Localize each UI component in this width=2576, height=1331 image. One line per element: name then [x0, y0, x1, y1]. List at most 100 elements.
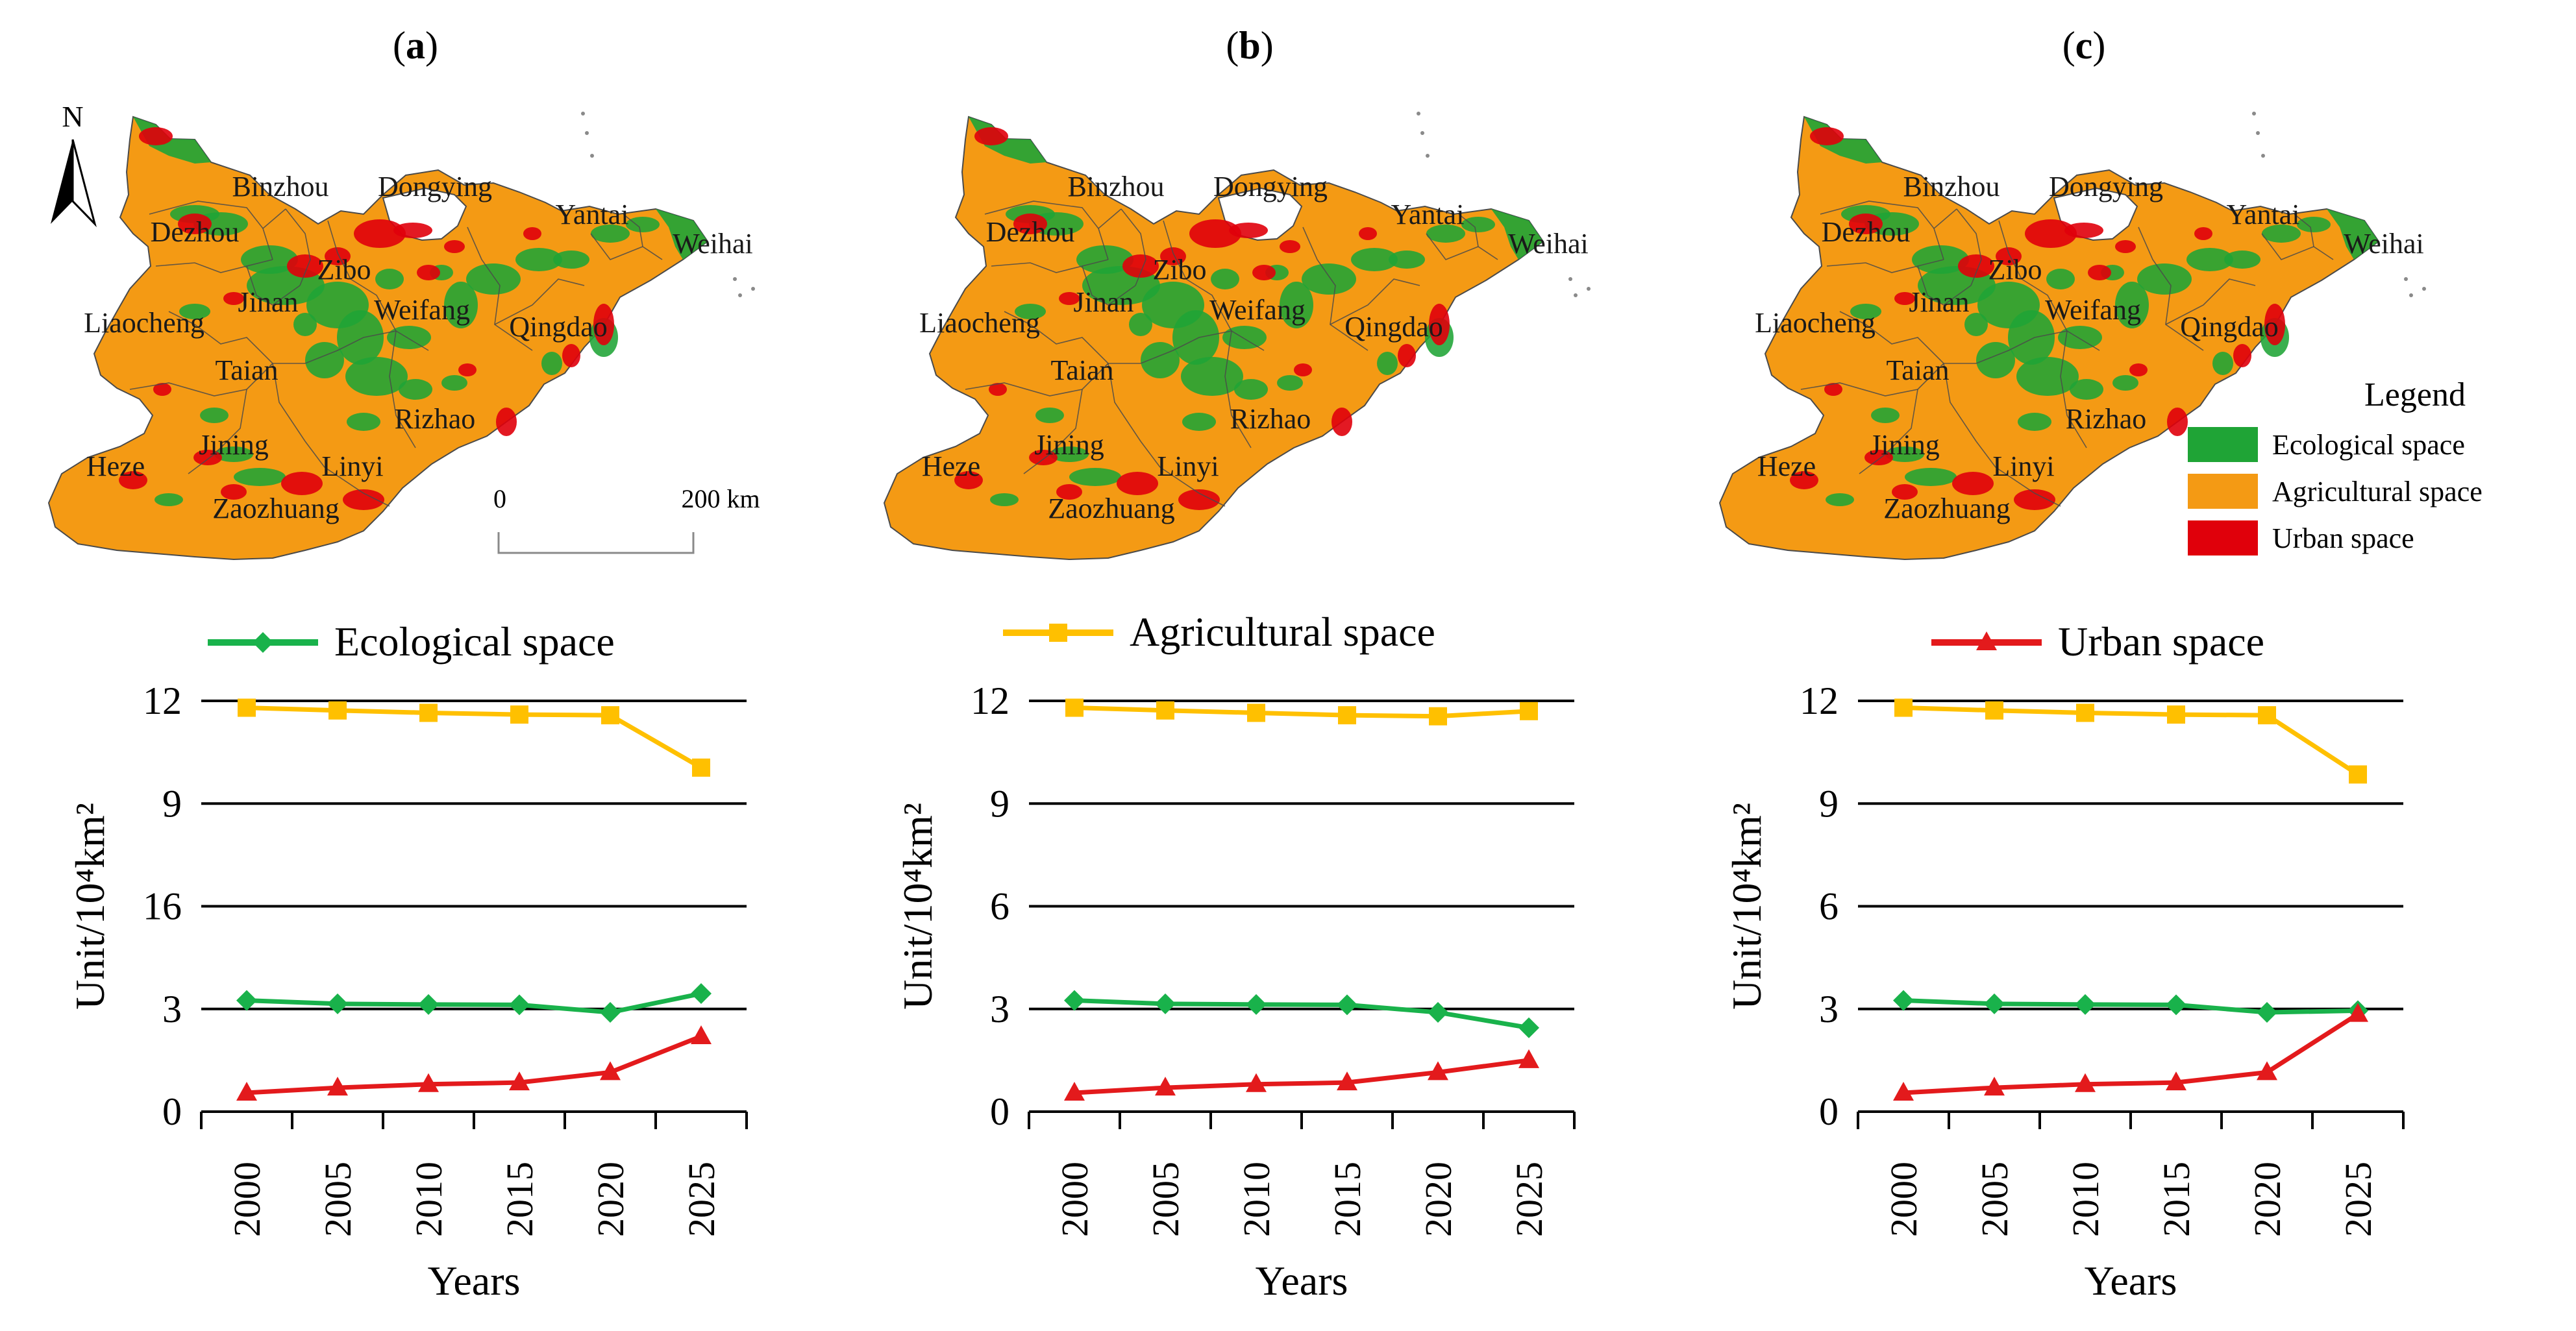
ecological-patch [1905, 468, 1957, 486]
panel-label-part: ( [1226, 24, 1239, 67]
series-line-ecological [1074, 998, 1530, 1031]
city-label-binzhou: Binzhou [1067, 171, 1164, 202]
urban-patch [523, 227, 541, 240]
urban-patch [417, 265, 440, 280]
x-tick-label: 2015 [499, 1162, 541, 1237]
urban-patch [1122, 254, 1159, 278]
urban-patch [343, 489, 384, 510]
map-a: Binzhou Dongying Yantai Weihai Dezhou Zibo Jin… [47, 112, 755, 561]
ecological-patch [2297, 217, 2331, 232]
county-boundary [1826, 259, 1944, 273]
county-boundary [1004, 311, 1141, 364]
island [1420, 131, 1424, 135]
county-boundary [285, 208, 311, 286]
county-boundary [149, 201, 264, 229]
city-label-liaocheng: Liaocheng [1755, 307, 1876, 339]
panel-label-part: ) [1261, 24, 1274, 67]
ecological-patch [2115, 282, 2149, 328]
city-label-linyi: Linyi [1992, 450, 2054, 482]
island [1568, 277, 1572, 281]
urban-patch [281, 472, 323, 495]
county-boundary [389, 330, 416, 448]
data-point [2075, 994, 2096, 1015]
urban-patch [2264, 304, 2285, 345]
chart-legend-label: Agricultural space [1130, 609, 1435, 655]
y-tick-label: 0 [162, 1090, 182, 1133]
city-label-heze: Heze [922, 450, 980, 482]
urban-patch [1952, 472, 1994, 495]
y-tick-label: 6 [1819, 885, 1839, 928]
data-point [1247, 703, 1265, 722]
county-boundary [991, 259, 1109, 273]
ecological-patch [1850, 304, 1881, 319]
island [2256, 131, 2260, 135]
panel-label-part: ) [425, 24, 438, 67]
ecological-patch [2212, 352, 2233, 375]
city-label-heze: Heze [1757, 450, 1816, 482]
county-boundary [327, 220, 397, 332]
x-tick-label: 2015 [2155, 1162, 2198, 1237]
data-point [328, 701, 347, 720]
island [733, 277, 737, 281]
urban-patch [221, 484, 247, 500]
map-legend: Legend Ecological space Agricultural space… [2188, 376, 2483, 556]
north-arrow-right [71, 139, 97, 228]
city-label-weifang: Weifang [1209, 294, 1306, 326]
y-tick-label: 3 [162, 988, 182, 1031]
island [590, 154, 594, 158]
ecological-patch [1280, 282, 1313, 328]
ecological-patch [1015, 304, 1046, 319]
data-point [1893, 1081, 1914, 1101]
urban-patch [593, 304, 614, 345]
county-boundary [2060, 330, 2087, 448]
panel-label-part: b [1239, 24, 1260, 67]
city-label-rizhao: Rizhao [2066, 403, 2147, 435]
data-point [510, 705, 528, 724]
urban-patch [139, 127, 173, 145]
county-boundary [324, 467, 390, 507]
city-label-taian: Taian [215, 354, 278, 386]
data-point [1155, 993, 1176, 1014]
ecological-patch [2070, 379, 2103, 400]
x-axis-label: Years [2085, 1258, 2177, 1304]
ecological-patch [2112, 375, 2138, 391]
x-axis-label: Years [1256, 1258, 1348, 1304]
urban-patch [1178, 489, 1220, 510]
data-point [1049, 624, 1067, 642]
data-point [691, 983, 712, 1005]
panel-label-c: (c) [2062, 24, 2106, 67]
island [1587, 287, 1591, 291]
x-tick-label: 2000 [226, 1162, 268, 1237]
ecological-patch [293, 313, 317, 336]
county-boundary [494, 278, 585, 325]
urban-patch [1359, 227, 1377, 240]
legend-title: Legend [2364, 376, 2466, 413]
x-tick-label: 2005 [317, 1162, 359, 1237]
city-label-dongying: Dongying [2049, 171, 2163, 202]
urban-patch [1810, 127, 1844, 145]
y-tick-label: 12 [1800, 679, 1839, 722]
chart-legend-label: Ecological space [334, 618, 615, 665]
urban-patch [458, 363, 477, 376]
city-label-taian: Taian [1886, 354, 1949, 386]
urban-patch [1398, 344, 1416, 367]
ecological-patch [1050, 446, 1089, 462]
y-tick-label: 9 [162, 782, 182, 825]
ecological-patch [1461, 217, 1495, 232]
city-label-qingdao: Qingdao [509, 311, 608, 343]
data-point [236, 990, 257, 1011]
scale-bar-start: 0 [493, 484, 506, 513]
ecological-patch [2016, 357, 2079, 396]
urban-patch [2088, 265, 2111, 280]
urban-patch [178, 214, 212, 234]
city-label-zibo: Zibo [1152, 254, 1206, 286]
ecological-patch [2018, 413, 2051, 431]
county-boundary [1998, 220, 2068, 332]
ecological-patch [1141, 342, 1180, 378]
county-boundary [1917, 265, 1972, 306]
series-line-urban [1074, 1058, 1530, 1095]
county-boundary [155, 259, 273, 273]
urban-patch [562, 344, 580, 367]
city-label-jinan: Jinan [1074, 286, 1134, 318]
data-point [1246, 994, 1267, 1015]
